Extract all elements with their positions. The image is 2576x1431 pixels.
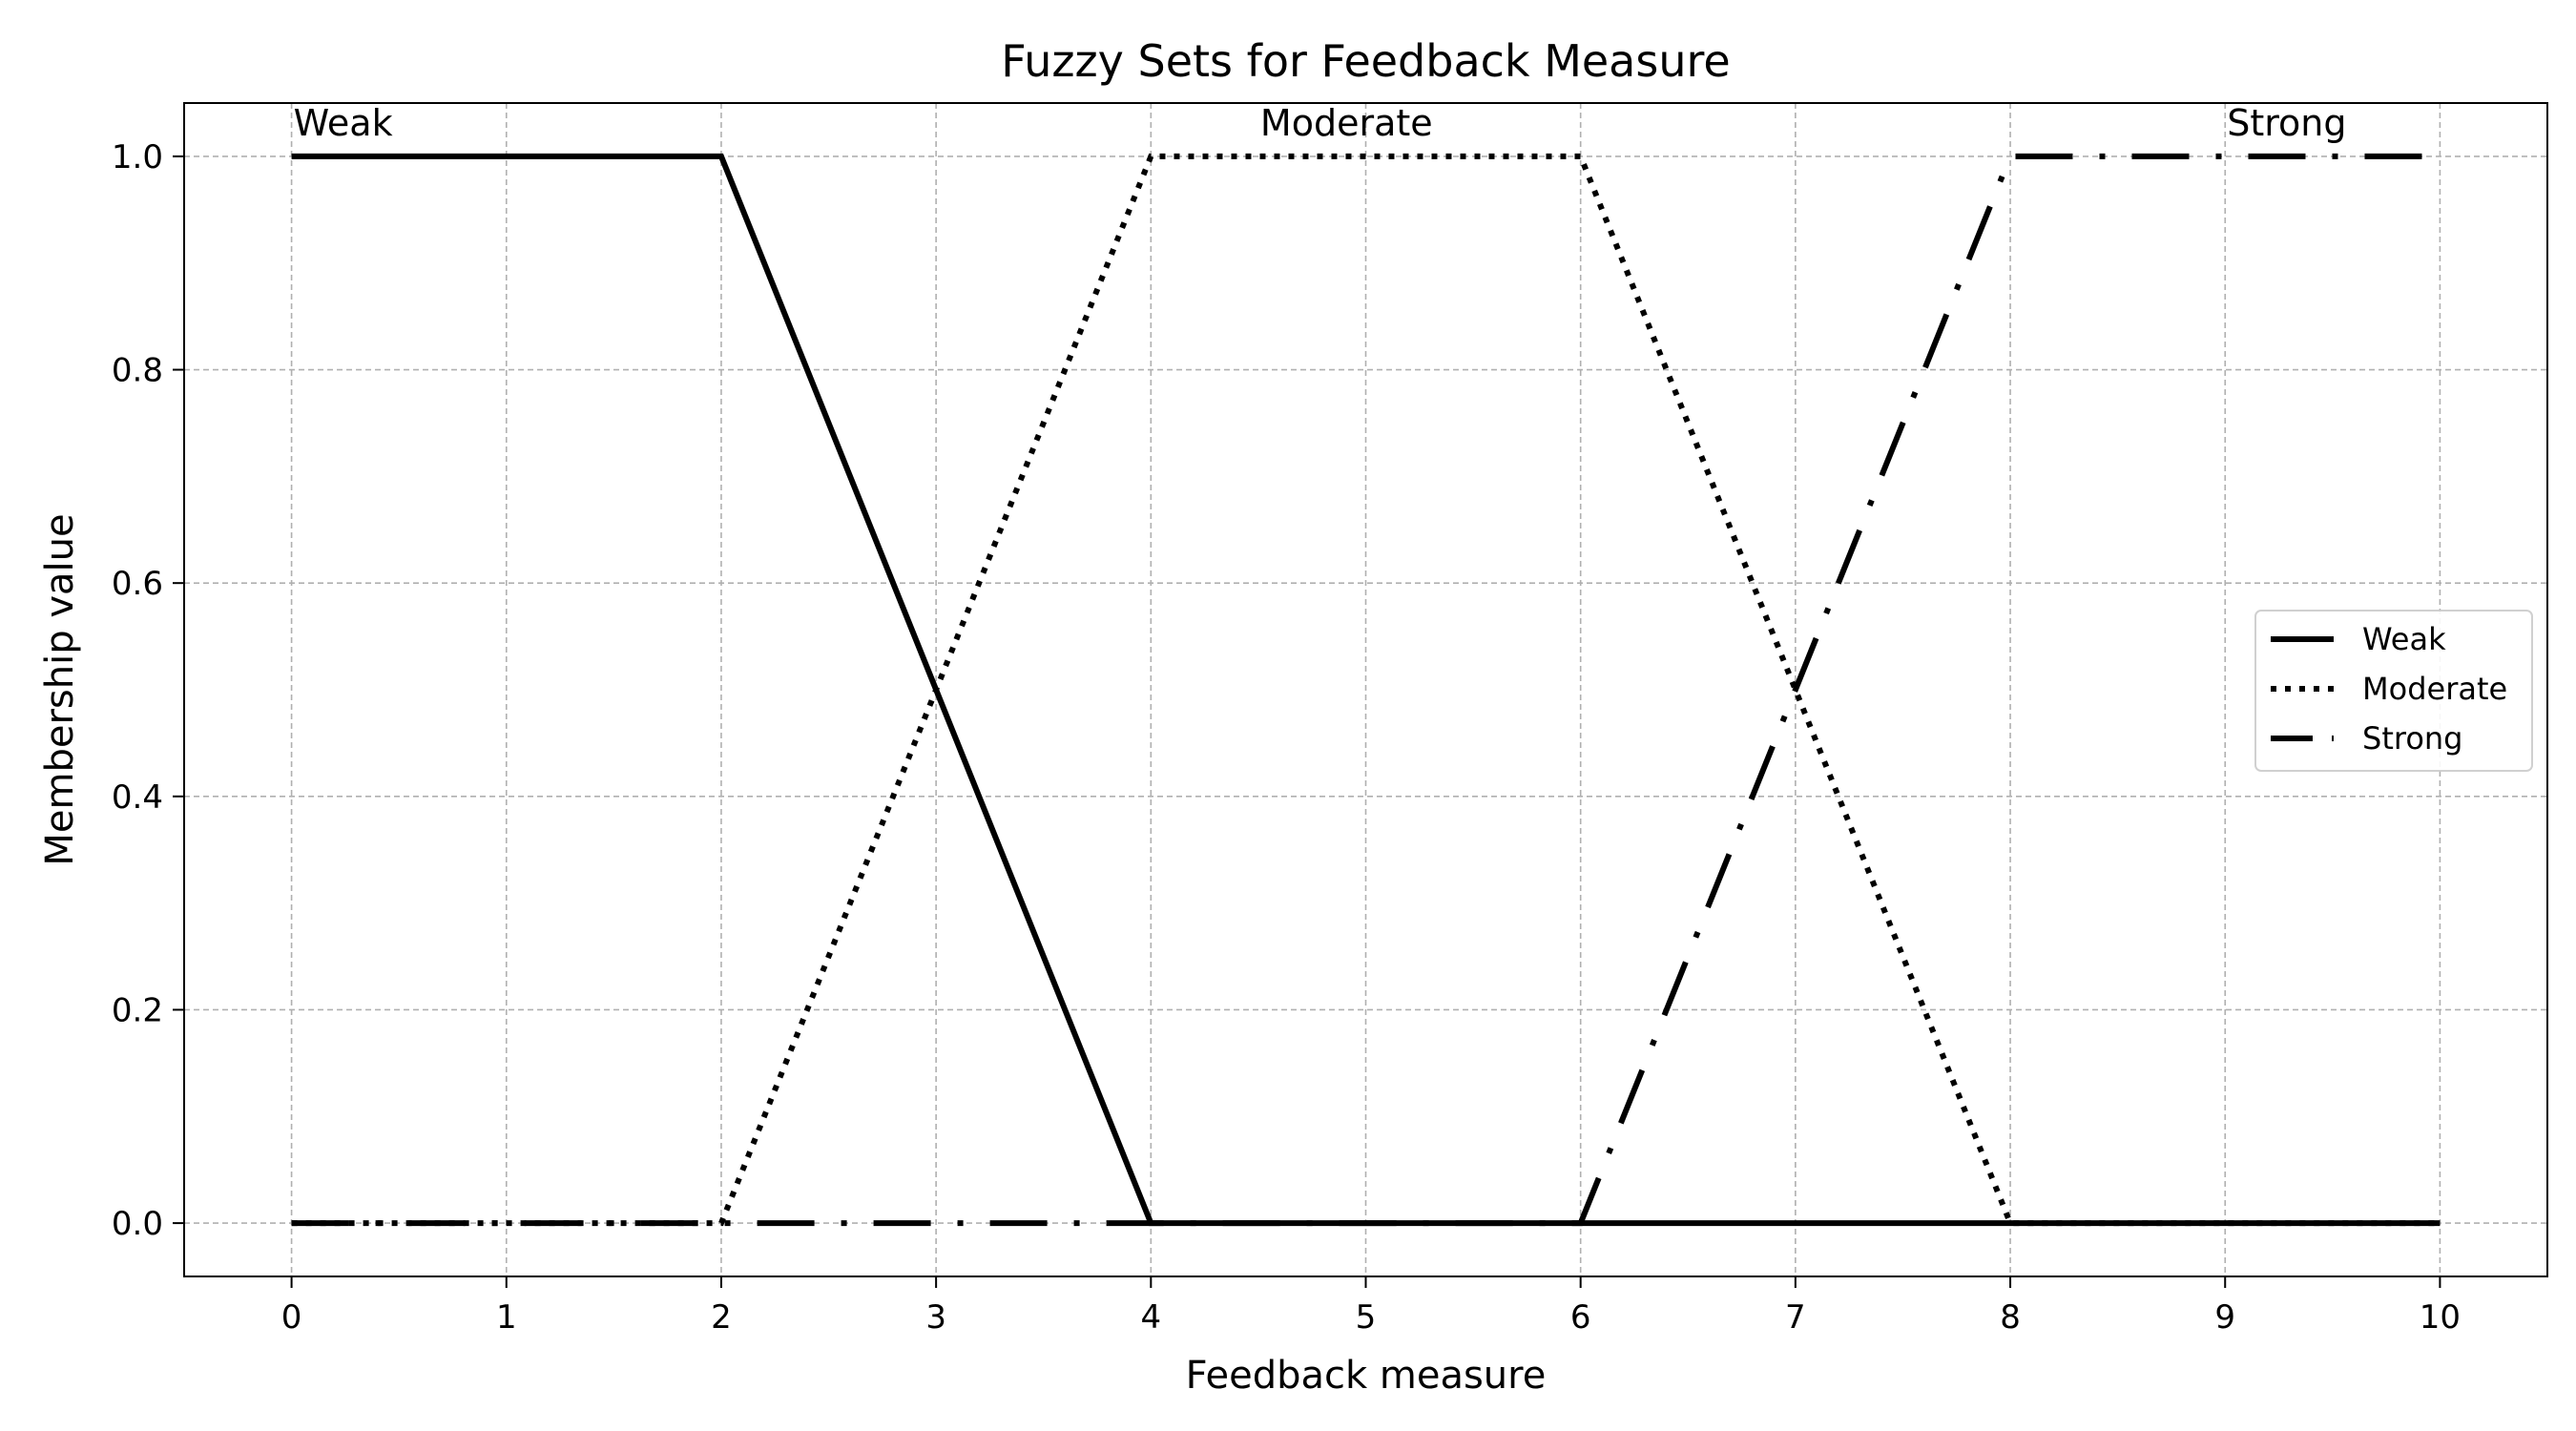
- y-tick-label: 0.8: [112, 352, 163, 390]
- annotation-weak: Weak: [294, 102, 393, 144]
- x-tick-label: 2: [711, 1298, 732, 1337]
- y-tick-label: 1.0: [112, 138, 163, 176]
- y-axis-label: Membership value: [38, 513, 82, 865]
- x-axis-label: Feedback measure: [1186, 1354, 1547, 1398]
- ticks-layer: 0 1 2 3 4 5 6 7 8 9 10 0.0 0.2 0.4 0.6 0.8 1.0: [112, 138, 2461, 1337]
- y-tick-label: 0.6: [112, 565, 163, 603]
- legend-box: [2254, 610, 2533, 772]
- x-tick-label: 0: [281, 1298, 302, 1337]
- series-layer: [291, 153, 2441, 1227]
- y-tick-label: 0.2: [112, 991, 163, 1029]
- legend-label-weak: Weak: [2362, 621, 2446, 657]
- x-tick-label: 4: [1140, 1298, 1161, 1337]
- y-tick-label: 0.0: [112, 1205, 163, 1243]
- chart-title: Fuzzy Sets for Feedback Measure: [1001, 35, 1730, 87]
- legend-label-moderate: Moderate: [2362, 671, 2507, 707]
- grid-layer: [184, 103, 2547, 1276]
- x-tick-label: 3: [925, 1298, 946, 1337]
- legend-label-strong: Strong: [2362, 720, 2462, 757]
- annotations-layer: Weak Moderate Strong: [294, 102, 2347, 144]
- annotation-moderate: Moderate: [1260, 102, 1433, 144]
- annotation-strong: Strong: [2227, 102, 2346, 144]
- x-tick-label: 6: [1570, 1298, 1591, 1337]
- series-line-strong: [291, 153, 2441, 1227]
- y-tick-label: 0.4: [112, 778, 163, 817]
- legend: Weak Moderate Strong: [2254, 610, 2533, 772]
- x-tick-label: 1: [496, 1298, 517, 1337]
- x-tick-label: 5: [1356, 1298, 1377, 1337]
- x-tick-label: 10: [2420, 1298, 2461, 1337]
- x-tick-label: 8: [2000, 1298, 2021, 1337]
- x-tick-label: 7: [1785, 1298, 1806, 1337]
- x-tick-label: 9: [2214, 1298, 2235, 1337]
